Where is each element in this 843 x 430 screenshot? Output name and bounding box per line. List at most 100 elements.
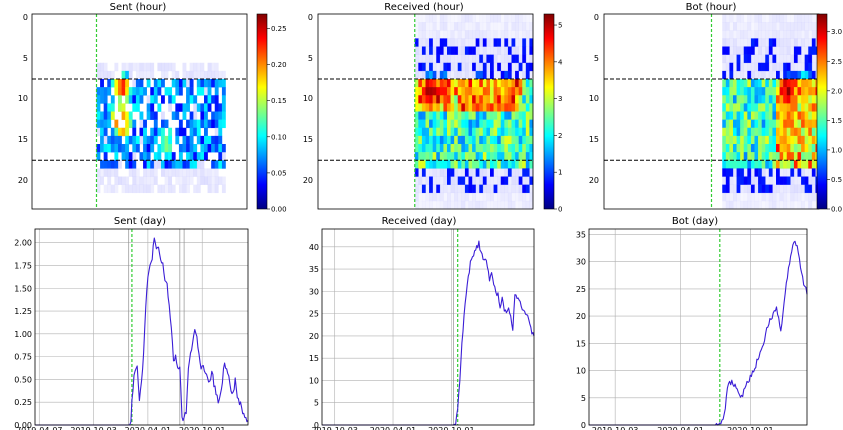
heatmap-cell — [432, 46, 437, 55]
heatmap-cell — [808, 70, 813, 80]
heatmap-cell — [747, 95, 752, 104]
heatmap-cell — [479, 111, 484, 120]
heatmap-cell — [772, 176, 777, 185]
heatmap-cell — [472, 119, 476, 129]
heatmap-cell — [722, 176, 727, 185]
heatmap-cell — [421, 54, 426, 64]
heatmap-cell — [146, 70, 151, 80]
heatmap-cell — [811, 127, 816, 137]
heatmap-cell — [450, 160, 455, 169]
heatmap-cell — [139, 127, 144, 137]
heatmap-cell — [443, 176, 448, 185]
heatmap-cell — [450, 54, 455, 64]
heatmap-cell — [733, 168, 737, 177]
heatmap-cell — [472, 70, 476, 80]
heatmap-cell — [772, 168, 777, 177]
heatmap-cell — [464, 184, 469, 194]
heatmap-cell — [801, 144, 805, 153]
y-ticks: 0 5 10 15 20 — [589, 13, 599, 185]
heatmap-cell — [783, 70, 788, 80]
heatmap-cell — [783, 30, 788, 39]
heatmap-cell — [493, 135, 498, 145]
heatmap-cell — [768, 200, 773, 210]
heatmap-cell — [525, 176, 530, 185]
heatmap-cell — [729, 135, 734, 145]
heatmap-cell — [421, 200, 426, 210]
heatmap-cell — [722, 168, 727, 177]
heatmap-cell — [729, 160, 734, 169]
heatmap-cell — [790, 111, 795, 120]
heatmap-cell — [725, 160, 730, 169]
heatmap-cell — [779, 70, 784, 80]
heatmap-cell — [747, 200, 752, 210]
heatmap-cell — [507, 87, 512, 96]
heatmap-cell — [801, 127, 805, 137]
heatmap-cell — [511, 103, 516, 112]
heatmap-cell — [525, 111, 530, 120]
heatmap-cell — [776, 168, 780, 177]
heatmap-cell — [418, 192, 423, 202]
heatmap-cell — [143, 70, 147, 80]
heatmap-cell — [504, 22, 509, 31]
heatmap-cell — [414, 119, 419, 129]
heatmap-cell — [808, 54, 813, 64]
heatmap-cell — [811, 87, 816, 96]
heatmap-cell — [164, 168, 169, 177]
heatmap-cell — [107, 135, 112, 145]
heatmap-cell — [733, 184, 737, 194]
heatmap-cell — [765, 200, 770, 210]
heatmap-cell — [786, 62, 791, 72]
heatmap-cell — [529, 79, 534, 88]
heatmap-cell — [103, 87, 108, 96]
heatmap-cell — [790, 62, 795, 72]
heatmap-cell — [808, 144, 813, 153]
heatmap-cell — [447, 95, 451, 104]
heatmap-cell — [490, 22, 494, 31]
heatmap-cell — [776, 46, 780, 55]
heatmap-cell — [740, 54, 745, 64]
heatmap-cell — [429, 200, 433, 210]
heatmap-cell — [490, 160, 494, 169]
heatmap-cell — [447, 184, 451, 194]
heatmap-cell — [153, 168, 158, 177]
heatmap-cell — [96, 62, 101, 72]
heatmap-cell — [414, 54, 419, 64]
heatmap-cell — [518, 95, 523, 104]
heatmap-cell — [486, 127, 491, 137]
heatmap-cell — [750, 30, 755, 39]
heatmap-cell — [493, 30, 498, 39]
heatmap-cell — [779, 160, 784, 169]
heatmap-cell — [797, 95, 802, 104]
colorbar-tick-label: 1.5 — [831, 117, 842, 125]
heatmap-cell — [786, 119, 791, 129]
heatmap-cell — [522, 144, 527, 153]
heatmap-cell — [776, 54, 780, 64]
heatmap-cell — [811, 30, 816, 39]
heatmap-cell — [178, 79, 183, 88]
heatmap-cell — [479, 79, 484, 88]
heatmap-cell — [522, 160, 527, 169]
heatmap-cell — [204, 95, 208, 104]
heatmap-cell — [468, 22, 473, 31]
heatmap-cell — [421, 119, 426, 129]
heatmap-cell — [454, 184, 459, 194]
heatmap-cell — [811, 192, 816, 202]
heatmap-cell — [801, 176, 805, 185]
heatmap-cell — [518, 152, 523, 161]
heatmap-cell — [171, 152, 176, 161]
heatmap-cell — [482, 119, 487, 129]
heatmap-cell — [786, 22, 791, 31]
heatmap-cell — [457, 54, 462, 64]
heatmap-cell — [725, 184, 730, 194]
heatmap-cell — [432, 54, 437, 64]
heatmap-cell — [754, 111, 759, 120]
heatmap-cell — [164, 87, 169, 96]
heatmap-cell — [747, 38, 752, 47]
heatmap-cell — [750, 38, 755, 47]
heatmap-cell — [761, 62, 766, 72]
heatmap-cell — [722, 152, 727, 161]
heatmap-cell — [761, 152, 766, 161]
heatmap-cell — [786, 184, 791, 194]
heatmap-cell — [164, 160, 169, 169]
heatmap-cell — [143, 144, 147, 153]
